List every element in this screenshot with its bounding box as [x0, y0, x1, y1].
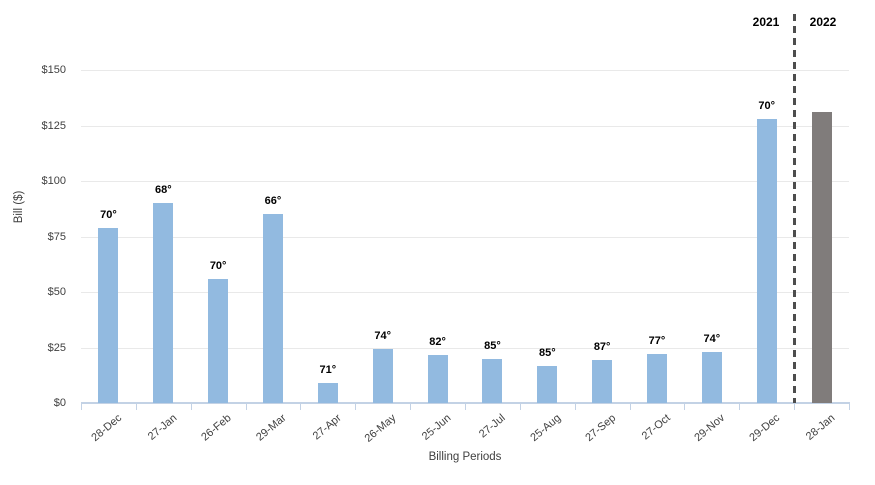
- year-label-2022: 2022: [809, 15, 837, 29]
- axis-tick: [300, 404, 302, 410]
- y-tick-label: $25: [47, 341, 66, 354]
- bar-27-Jan: [153, 203, 174, 403]
- x-tick-label: 26-May: [362, 412, 399, 445]
- x-tick-label: 25-Aug: [528, 412, 564, 445]
- x-tick-label: 29-Dec: [747, 412, 783, 444]
- bar-25-Aug: [537, 366, 558, 403]
- axis-tick: [684, 404, 686, 410]
- axis-tick: [245, 404, 247, 410]
- bar-29-Dec: [756, 118, 777, 403]
- axis-tick: [135, 404, 137, 410]
- temp-label: 85°: [538, 347, 556, 360]
- temp-label: 71°: [319, 364, 337, 377]
- x-tick-label: 27-Jan: [145, 412, 180, 443]
- x-tick-label: 28-Jan: [803, 412, 838, 443]
- x-axis-title: Billing Periods: [428, 451, 502, 463]
- gridline: [81, 181, 849, 182]
- temp-label: 74°: [703, 332, 721, 345]
- y-tick-label: $100: [41, 175, 66, 187]
- temp-label: 70°: [209, 259, 227, 272]
- y-tick-label: $125: [41, 119, 66, 132]
- temp-label: 87°: [593, 340, 611, 353]
- temp-label: 70°: [758, 99, 776, 112]
- axis-tick: [849, 404, 850, 410]
- axis-tick: [190, 404, 192, 410]
- temp-label: 82°: [429, 336, 446, 349]
- bar-27-Jul: [482, 358, 503, 403]
- gridline: [81, 236, 849, 238]
- y-axis-title: Bill ($): [13, 190, 25, 224]
- x-tick-label: 27-Sep: [582, 412, 618, 445]
- temp-label: 68°: [154, 184, 172, 197]
- temp-label: 74°: [374, 329, 392, 342]
- temp-label: 70°: [100, 208, 117, 221]
- x-tick-label: 29-Mar: [254, 412, 289, 444]
- axis-tick: [574, 404, 576, 410]
- year-divider-line: [792, 14, 796, 403]
- bar-28-Jan: [811, 112, 832, 403]
- x-tick-label: 25-Jun: [419, 412, 454, 443]
- axis-tick: [465, 404, 466, 410]
- bar-26-May: [372, 348, 393, 403]
- year-label-2021: 2021: [752, 15, 780, 29]
- x-tick-label: 27-Apr: [310, 412, 344, 443]
- bar-25-Jun: [427, 355, 448, 403]
- y-tick-label: $0: [53, 397, 66, 409]
- axis-tick: [519, 404, 521, 410]
- bar-27-Apr: [317, 383, 338, 403]
- y-tick-label: $75: [47, 230, 66, 243]
- gridline: [81, 125, 849, 127]
- bar-29-Nov: [701, 351, 722, 403]
- axis-tick: [794, 404, 796, 410]
- x-tick-label: 28-Dec: [89, 412, 125, 444]
- temp-label: 77°: [648, 335, 666, 348]
- temp-label: 85°: [484, 339, 501, 352]
- x-tick-label: 29-Nov: [692, 412, 728, 444]
- x-axis-line: [81, 402, 850, 404]
- axis-tick: [739, 404, 741, 410]
- gridline: [81, 292, 849, 293]
- x-tick-label: 26-Feb: [199, 412, 234, 444]
- axis-tick: [355, 404, 357, 410]
- bar-29-Mar: [263, 214, 283, 403]
- bar-27-Oct: [647, 354, 667, 403]
- x-tick-label: 27-Jul: [477, 412, 509, 441]
- axis-tick: [629, 404, 631, 410]
- axis-tick: [410, 404, 412, 410]
- bar-27-Sep: [592, 359, 613, 403]
- gridline: [81, 70, 849, 71]
- gridline: [81, 347, 849, 349]
- y-tick-label: $150: [41, 64, 66, 76]
- bar-26-Feb: [208, 278, 229, 403]
- temp-label: 66°: [264, 195, 282, 208]
- x-tick-label: 27-Oct: [639, 412, 673, 443]
- y-tick-label: $50: [47, 286, 66, 298]
- bar-28-Dec: [98, 227, 119, 403]
- axis-tick: [81, 404, 82, 410]
